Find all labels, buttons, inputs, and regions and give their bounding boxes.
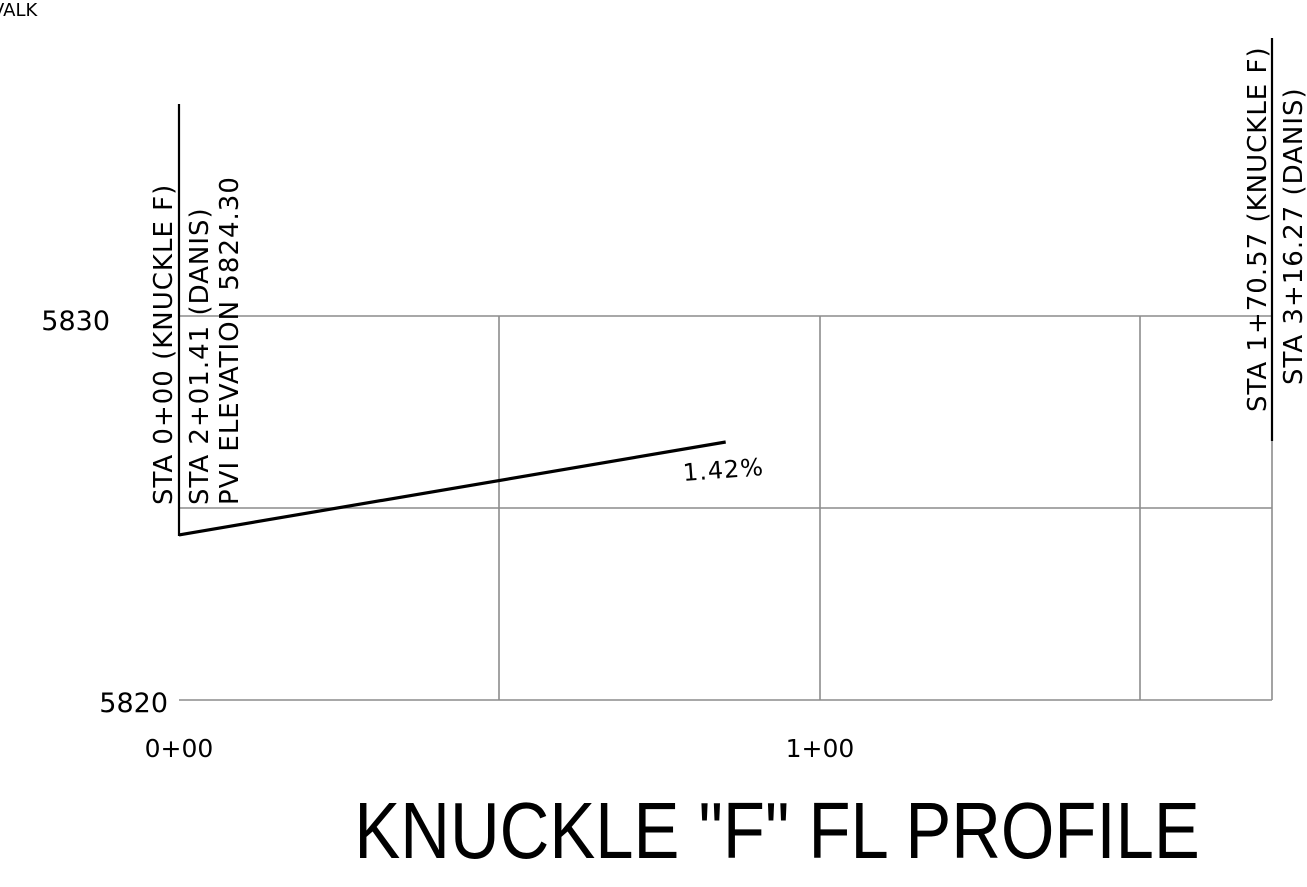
end-callout-line1: STA 1+70.57 (KNUCKLE F) bbox=[1243, 46, 1273, 412]
station-label-start: 0+00 bbox=[145, 734, 214, 763]
profile-grid bbox=[179, 315, 1273, 701]
begin-callout-line3: PVI ELEVATION 5824.30 bbox=[215, 176, 245, 505]
begin-station-callout: STA 0+00 (KNUCKLE F) STA 2+01.41 (DANIS)… bbox=[149, 176, 245, 505]
elevation-label-bottom: 5820 bbox=[99, 688, 168, 719]
end-station-callout: STA 1+70.57 (KNUCKLE F) STA 3+16.27 (DAN… bbox=[1243, 46, 1307, 412]
corner-text: VALK bbox=[0, 0, 39, 21]
begin-callout-line1: STA 0+00 (KNUCKLE F) bbox=[149, 184, 179, 505]
end-callout-line2: STA 3+16.27 (DANIS) bbox=[1279, 87, 1307, 385]
begin-callout-line2: STA 2+01.41 (DANIS) bbox=[185, 207, 215, 505]
elevation-label-top: 5830 bbox=[41, 306, 110, 337]
grade-label: 1.42% bbox=[682, 453, 765, 487]
drawing-title: KNUCKLE "F" FL PROFILE bbox=[354, 785, 1199, 875]
station-label-mid: 1+00 bbox=[786, 734, 855, 763]
profile-line bbox=[178, 440, 726, 537]
